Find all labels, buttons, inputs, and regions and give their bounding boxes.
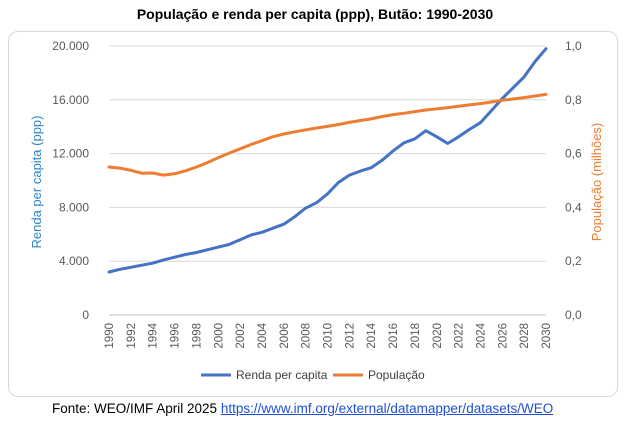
x-tick-label: 2010 — [323, 323, 335, 349]
x-tick-label: 2008 — [301, 323, 313, 349]
source-label: Fonte: WEO/IMF April 2025 — [52, 401, 218, 416]
legend: Renda per capita População — [201, 368, 425, 382]
x-tick-label: 1990 — [104, 323, 116, 349]
x-tick-label: 2020 — [432, 323, 444, 349]
y-right-tick-label: 0,8 — [565, 93, 582, 107]
y-left-tick-label: 4.000 — [59, 254, 89, 268]
series-line-renda — [107, 47, 548, 274]
x-tick-label: 2030 — [541, 323, 553, 349]
y-left-tick-label: 8.000 — [59, 200, 89, 214]
series-lines — [107, 47, 548, 274]
y-right-tick-label: 0,2 — [565, 254, 582, 268]
y-left-tick-label: 16.000 — [52, 93, 89, 107]
y-axis-right-label: População (milhões) — [589, 123, 604, 242]
x-tick-label: 2006 — [279, 323, 291, 349]
x-tick-label: 2024 — [475, 322, 487, 348]
legend-label: Renda per capita — [236, 368, 328, 382]
y-left-tick-label: 0 — [82, 308, 89, 322]
x-tick-label: 2026 — [497, 323, 509, 349]
x-tick-label: 1998 — [191, 323, 203, 349]
y-left-tick-label: 12.000 — [52, 147, 89, 161]
y-axis-left-label: Renda per capita (ppp) — [29, 116, 44, 249]
footer: Fonte: WEO/IMF April 2025 https://www.im… — [52, 401, 553, 416]
y-axis-right: 0,0 0,2 0,4 0,6 0,8 1,0 — [565, 39, 582, 322]
legend-label: População — [368, 368, 425, 382]
y-axis-left: 0 4.000 8.000 12.000 16.000 20.000 — [52, 39, 89, 322]
x-tick-label: 2000 — [213, 323, 225, 349]
y-right-tick-label: 1,0 — [565, 39, 582, 53]
chart-frame: 0 4.000 8.000 12.000 16.000 20.000 0,0 0,2 0,4 0… — [8, 31, 618, 397]
x-tick-label: 2012 — [344, 323, 356, 349]
x-tick-label: 2018 — [410, 323, 422, 349]
y-right-tick-label: 0,0 — [565, 308, 582, 322]
x-tick-label: 1996 — [170, 323, 182, 349]
series-line-populacao — [107, 92, 548, 177]
gridlines — [109, 45, 546, 316]
x-tick-label: 2028 — [519, 323, 531, 349]
source-link[interactable]: https://www.imf.org/external/datamapper/… — [220, 401, 554, 416]
y-right-tick-label: 0,6 — [565, 147, 582, 161]
chart-title: População e renda per capita (ppp), Butã… — [136, 6, 494, 22]
x-tick-label: 2004 — [257, 322, 269, 348]
x-tick-label: 2002 — [235, 323, 247, 349]
x-tick-label: 1994 — [148, 322, 160, 348]
x-tick-label: 1992 — [126, 323, 138, 349]
x-tick-label: 2022 — [454, 323, 466, 349]
y-right-tick-label: 0,4 — [565, 200, 582, 214]
x-axis: 1990 1992 1994 1996 1998 2000 2002 2004 2006 2008… — [104, 322, 553, 348]
x-tick-label: 2014 — [366, 322, 378, 348]
x-tick-label: 2016 — [388, 323, 400, 349]
y-left-tick-label: 20.000 — [52, 39, 89, 53]
